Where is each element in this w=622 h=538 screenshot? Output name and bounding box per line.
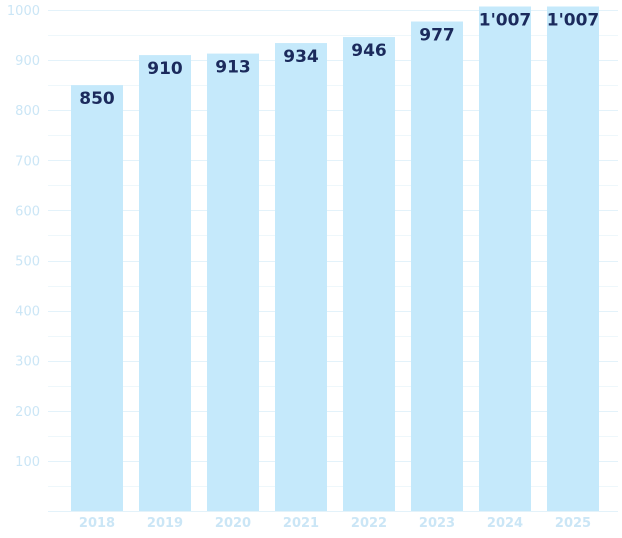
y-tick-label: 400 (15, 305, 40, 320)
bar-2018 (71, 85, 123, 512)
x-tick-label: 2021 (283, 516, 319, 531)
y-tick-label: 200 (15, 405, 40, 420)
data-label: 913 (215, 58, 251, 78)
data-label: 850 (79, 89, 115, 109)
grid-lines (48, 10, 618, 512)
bar-2025 (547, 6, 599, 511)
bar-2022 (343, 37, 395, 511)
y-axis-ticks: 100 200 300 400 500 600 700 800 900 1000 (7, 4, 40, 470)
bar-2019 (139, 55, 191, 512)
data-label: 1'007 (479, 10, 532, 30)
y-tick-label: 1000 (7, 4, 40, 19)
x-tick-label: 2025 (555, 516, 591, 531)
data-label: 946 (351, 41, 387, 61)
x-tick-label: 2024 (487, 516, 523, 531)
data-label: 1'007 (547, 10, 600, 30)
bar-2021 (275, 43, 327, 511)
value-labels: 850 910 913 934 946 977 1'007 1'007 (79, 10, 599, 109)
bar-2020 (207, 53, 259, 511)
data-label: 934 (283, 47, 319, 67)
data-label: 910 (147, 59, 183, 79)
x-tick-label: 2022 (351, 516, 387, 531)
y-tick-label: 900 (15, 54, 40, 69)
data-label: 977 (419, 26, 455, 46)
y-tick-label: 700 (15, 154, 40, 169)
x-axis-ticks: 2018 2019 2020 2021 2022 2023 2024 2025 (79, 516, 591, 531)
y-tick-label: 800 (15, 104, 40, 119)
y-tick-label: 600 (15, 204, 40, 219)
x-tick-label: 2023 (419, 516, 455, 531)
y-tick-label: 300 (15, 355, 40, 370)
bar-2023 (411, 21, 463, 511)
y-tick-label: 100 (15, 455, 40, 470)
x-tick-label: 2018 (79, 516, 115, 531)
bar-2024 (479, 6, 531, 511)
bars (71, 6, 599, 512)
x-tick-label: 2020 (215, 516, 251, 531)
y-tick-label: 500 (15, 255, 40, 270)
x-tick-label: 2019 (147, 516, 183, 531)
